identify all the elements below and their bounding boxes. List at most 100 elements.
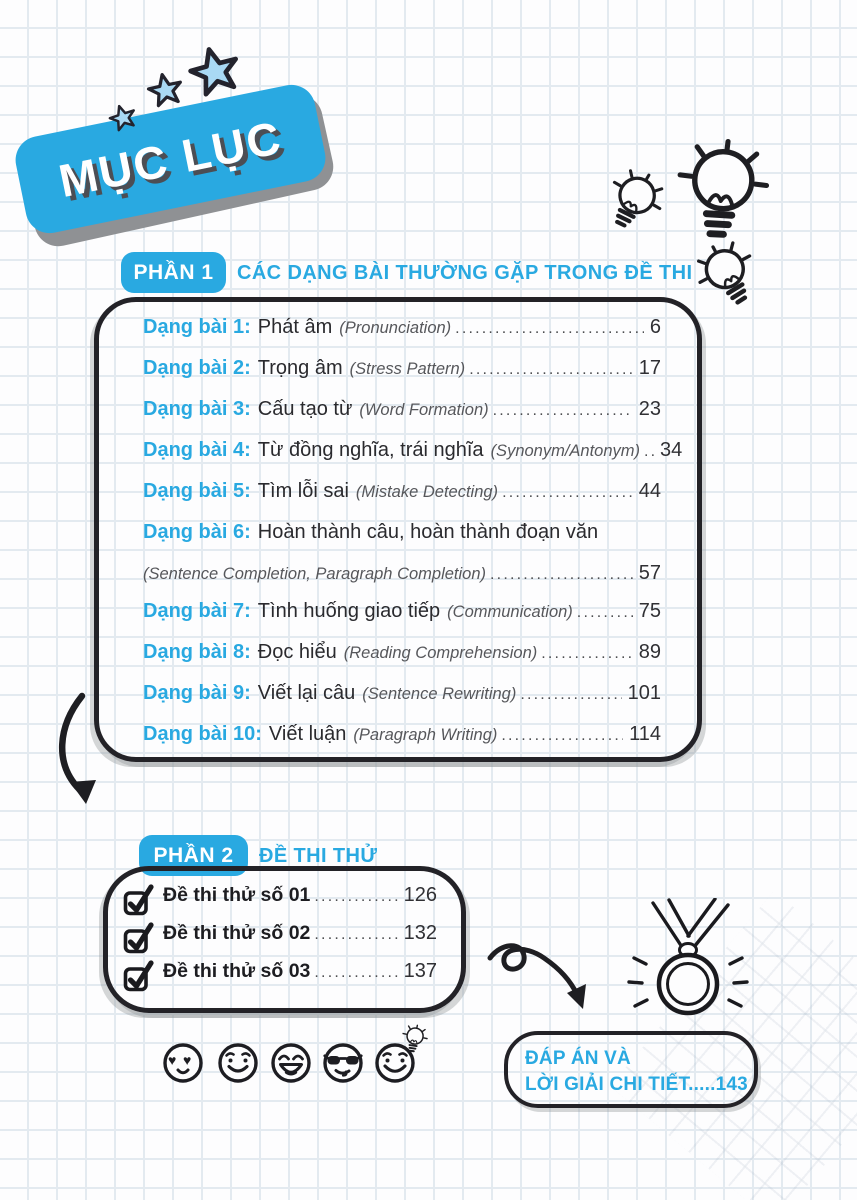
checked-checkbox-icon: [123, 922, 154, 954]
mock-test-page: 137: [403, 960, 437, 982]
dot-leader: [455, 320, 644, 338]
toc-entry-page: 6: [649, 316, 661, 338]
part1-heading: CÁC DẠNG BÀI THƯỜNG GẶP TRONG ĐỀ THI: [237, 262, 693, 284]
mock-test-page: 126: [403, 884, 437, 906]
checked-checkbox-icon: [123, 884, 154, 916]
toc-entry-title: Tình huống giao tiếp: [257, 600, 441, 622]
toc-entry-title: Trọng âm: [257, 357, 343, 379]
mock-test-label: Đề thi thử số 03: [163, 960, 311, 982]
dot-leader: [469, 361, 633, 379]
toc-entry-title: Cấu tạo từ: [257, 398, 353, 420]
toc-entry-label: Dạng bài 4:: [143, 439, 251, 461]
part1-badge-label: PHẦN 1: [133, 260, 214, 284]
toc-entry-label: Dạng bài 7:: [143, 600, 251, 622]
toc-entry-title: Đọc hiểu: [257, 641, 337, 663]
laughing-emoji-icon: [271, 1043, 311, 1083]
toc-entry-title: Phát âm: [257, 316, 333, 338]
toc-entry-title: Tìm lỗi sai: [257, 480, 349, 502]
sunglasses-emoji-icon: [323, 1043, 363, 1083]
toc-entry-subtitle: (Word Formation): [359, 401, 489, 419]
toc-entry-label: Dạng bài 6:: [143, 521, 251, 543]
toc-entry-label: Dạng bài 1:: [143, 316, 251, 338]
mock-test-label: Đề thi thử số 02: [163, 922, 311, 944]
dot-leader: [644, 443, 654, 461]
star-icon: [142, 67, 188, 113]
toc-entry: Dạng bài 1: Phát âm (Pronunciation) 6: [143, 316, 661, 357]
toc-entry-page: 89: [638, 641, 661, 663]
answers-dots: .....: [688, 1074, 716, 1095]
toc-entry: Dạng bài 8: Đọc hiểu (Reading Comprehens…: [143, 641, 661, 682]
dot-leader: [520, 686, 621, 704]
toc-entry-subtitle: (Synonym/Antonym): [490, 442, 641, 460]
toc-entry-subtitle: (Sentence Rewriting): [362, 685, 517, 703]
toc-entry-page: 23: [638, 398, 661, 420]
answers-line2: LỜI GIẢI CHI TIẾT.....143: [525, 1072, 754, 1098]
curved-arrow-icon: [58, 692, 96, 804]
toc-entry-label: Dạng bài 8:: [143, 641, 251, 663]
toc-entry: Dạng bài 7: Tình huống giao tiếp (Commun…: [143, 600, 661, 641]
lightbulb-icon: [396, 1022, 431, 1066]
smile-emoji-icon: [218, 1043, 258, 1083]
toc-entry: Dạng bài 9: Viết lại câu (Sentence Rewri…: [143, 682, 661, 723]
toc-entry: Dạng bài 6: Hoàn thành câu, hoàn thành đ…: [143, 521, 661, 562]
toc-entry-title: Viết lại câu: [257, 682, 356, 704]
curly-arrow-icon: [487, 943, 586, 1009]
toc-entry-page: 44: [638, 480, 661, 502]
toc-entry-page: 57: [638, 562, 661, 584]
part2-heading: ĐỀ THI THỬ: [259, 845, 378, 867]
heart-eyes-emoji-icon: ♥ ♥: [163, 1043, 203, 1083]
toc-entry-subtitle: (Reading Comprehension): [343, 644, 538, 662]
answers-line1: ĐÁP ÁN VÀ: [525, 1048, 631, 1069]
toc-entry-title: Viết luận: [268, 723, 347, 745]
toc-entry-label: Dạng bài 9:: [143, 682, 251, 704]
toc-entry: Dạng bài 4: Từ đồng nghĩa, trái nghĩa (S…: [143, 439, 682, 480]
toc-entry-label: Dạng bài 3:: [143, 398, 251, 420]
dot-leader: [577, 604, 633, 622]
part2-badge-label: PHẦN 2: [153, 843, 234, 867]
toc-entry-subtitle: (Stress Pattern): [349, 360, 466, 378]
toc-entry: Dạng bài 2: Trọng âm (Stress Pattern) 17: [143, 357, 661, 398]
toc-entry-title: Hoàn thành câu, hoàn thành đoạn văn: [257, 521, 599, 543]
part2-toc-box: Đề thi thử số 01 126 Đề thi thử số 02 13…: [103, 866, 466, 1013]
dot-leader: [314, 888, 397, 906]
toc-entry: Dạng bài 5: Tìm lỗi sai (Mistake Detecti…: [143, 480, 661, 521]
dot-leader: [541, 645, 632, 663]
toc-entry-subtitle: (Communication): [447, 603, 573, 621]
svg-text:♥: ♥: [168, 1052, 176, 1068]
dot-leader: [314, 964, 397, 982]
mock-test-label: Đề thi thử số 01: [163, 884, 311, 906]
dot-leader: [493, 402, 633, 420]
dot-leader: [314, 926, 397, 944]
answers-label: LỜI GIẢI CHI TIẾT: [525, 1074, 689, 1095]
toc-entry-label: Dạng bài 5:: [143, 480, 251, 502]
toc-entry-subtitle: (Mistake Detecting): [355, 483, 499, 501]
mock-test-row: Đề thi thử số 03 137: [122, 960, 437, 998]
toc-entry: Dạng bài 10: Viết luận (Paragraph Writin…: [143, 723, 661, 764]
part1-badge: PHẦN 1: [121, 252, 226, 293]
toc-entry-page: 34: [660, 439, 683, 461]
toc-entry-page: 101: [627, 682, 661, 704]
dot-leader: [490, 566, 633, 584]
svg-text:♥: ♥: [183, 1052, 191, 1068]
dot-leader: [501, 727, 623, 745]
mock-test-row: Đề thi thử số 02 132: [122, 922, 437, 960]
mock-test-page: 132: [403, 922, 437, 944]
checked-checkbox-icon: [123, 960, 154, 992]
answers-box: ĐÁP ÁN VÀ LỜI GIẢI CHI TIẾT.....143: [504, 1031, 758, 1108]
toc-entry-subtitle: (Paragraph Writing): [353, 726, 498, 744]
lightbulb-icon: [583, 159, 675, 260]
toc-entry-continuation: (Sentence Completion, Paragraph Completi…: [143, 562, 661, 600]
answers-page: 143: [715, 1074, 748, 1095]
toc-entry-page: 114: [629, 723, 661, 745]
smile-idea-emoji-icon: [375, 1043, 415, 1083]
toc-entry-subtitle: (Sentence Completion, Paragraph Completi…: [143, 565, 487, 583]
part1-toc-box: Dạng bài 1: Phát âm (Pronunciation) 6 Dạ…: [94, 297, 702, 762]
toc-entry-subtitle: (Pronunciation): [339, 319, 452, 337]
toc-entry-label: Dạng bài 10:: [143, 723, 262, 745]
toc-entry-label: Dạng bài 2:: [143, 357, 251, 379]
dot-leader: [502, 484, 633, 502]
medal-icon: [627, 898, 749, 1016]
toc-entry-title: Từ đồng nghĩa, trái nghĩa: [257, 439, 484, 461]
toc-entry-page: 75: [638, 600, 661, 622]
